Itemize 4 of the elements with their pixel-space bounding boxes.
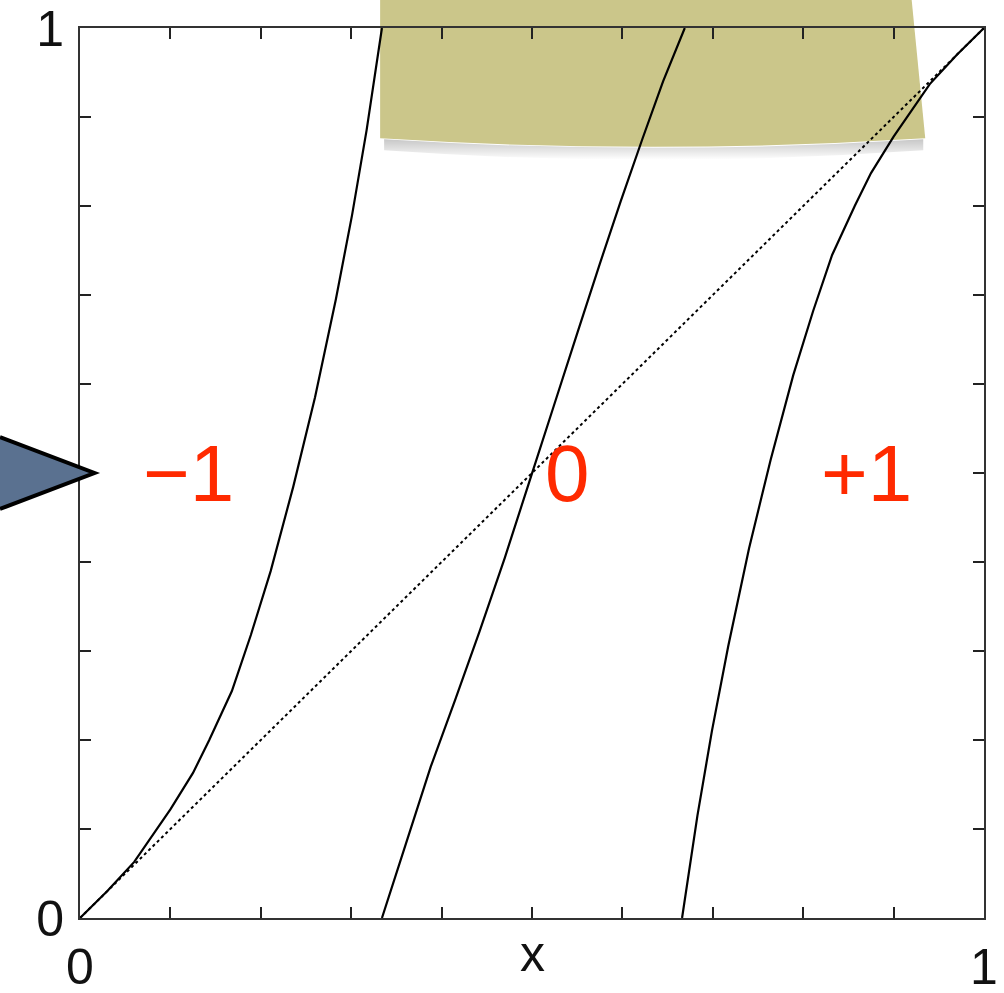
- series-label: +1: [821, 429, 913, 518]
- x-axis-title: x: [520, 926, 545, 982]
- legend-label: −1: [143, 429, 235, 518]
- series-label: 0: [545, 429, 590, 518]
